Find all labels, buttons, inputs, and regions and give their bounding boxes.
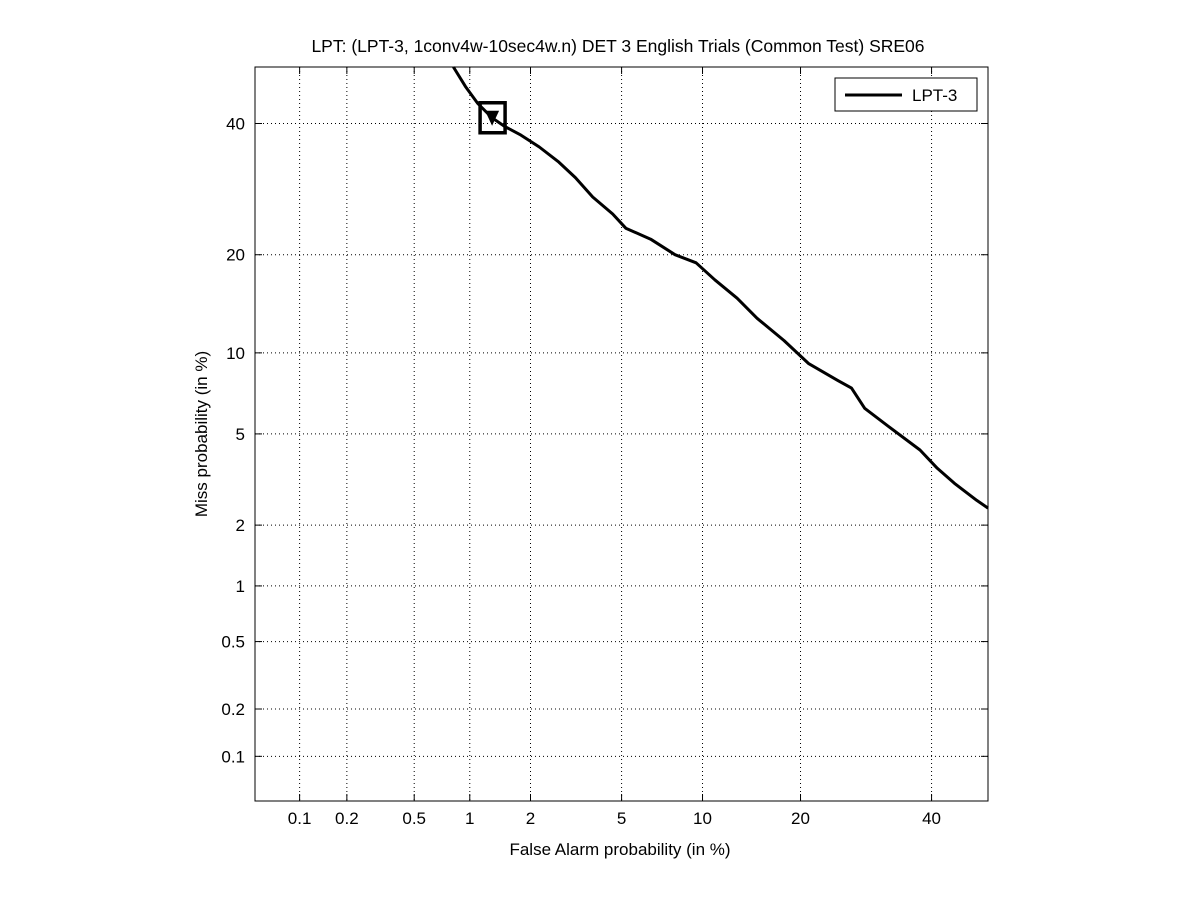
- x-tick-label: 2: [526, 809, 535, 828]
- x-tick-label: 1: [465, 809, 474, 828]
- chart-title: LPT: (LPT-3, 1conv4w-10sec4w.n) DET 3 En…: [311, 36, 924, 56]
- y-tick-label: 0.1: [221, 747, 245, 766]
- y-tick-label: 5: [236, 425, 245, 444]
- series-line-lpt-3: [452, 66, 989, 510]
- y-axis-ticks: 0.1 0.2 0.5 1 2 5 10 20 40: [221, 115, 988, 766]
- marker-square: [478, 101, 507, 135]
- x-tick-label: 0.5: [402, 809, 426, 828]
- legend-label-lpt-3: LPT-3: [912, 86, 957, 105]
- x-tick-label: 10: [693, 809, 712, 828]
- x-axis-ticks: 0.1 0.2 0.5 1 2 5 10 20 40: [288, 67, 941, 828]
- y-tick-label: 10: [226, 344, 245, 363]
- plot-frame: [254, 66, 989, 802]
- x-tick-label: 0.1: [288, 809, 312, 828]
- grid-lines: [255, 67, 988, 801]
- y-axis-label: Miss probability (in %): [192, 351, 211, 517]
- x-tick-label: 5: [617, 809, 626, 828]
- x-tick-label: 0.2: [335, 809, 359, 828]
- y-tick-label: 1: [236, 577, 245, 596]
- y-tick-label: 0.2: [221, 700, 245, 719]
- x-axis-label: False Alarm probability (in %): [509, 840, 730, 859]
- y-tick-label: 2: [236, 516, 245, 535]
- legend: LPT-3: [834, 77, 978, 112]
- y-tick-label: 0.5: [221, 633, 245, 652]
- y-tick-label: 40: [226, 115, 245, 134]
- operating-point-markers: [478, 101, 507, 135]
- x-tick-label: 40: [922, 809, 941, 828]
- y-tick-label: 20: [226, 246, 245, 265]
- x-tick-label: 20: [791, 809, 810, 828]
- marker-point: [485, 110, 500, 126]
